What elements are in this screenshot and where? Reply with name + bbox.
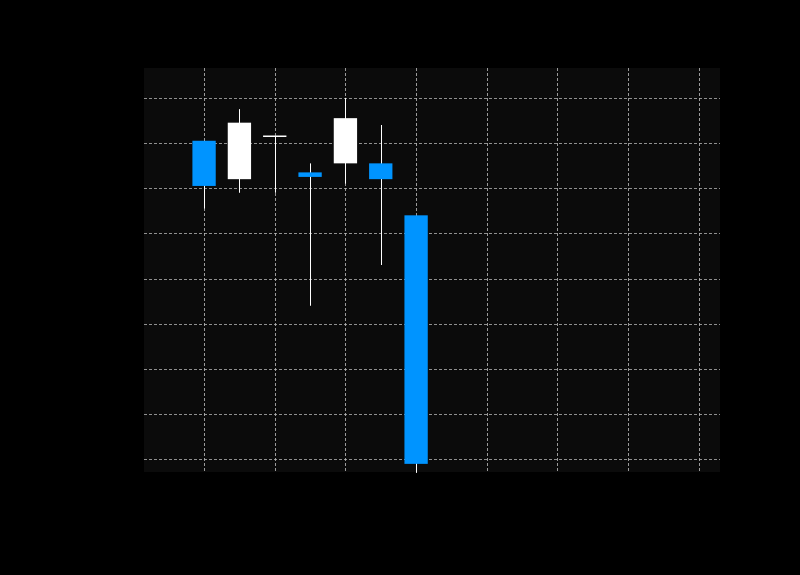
- candle-body-up: [227, 122, 252, 180]
- candle-body-down: [404, 215, 428, 464]
- candle-body-down: [298, 172, 322, 177]
- candle-bodies: [192, 118, 428, 464]
- candle-body-down: [192, 140, 216, 186]
- candle-body-up: [333, 118, 358, 164]
- candle-body-down: [369, 163, 393, 180]
